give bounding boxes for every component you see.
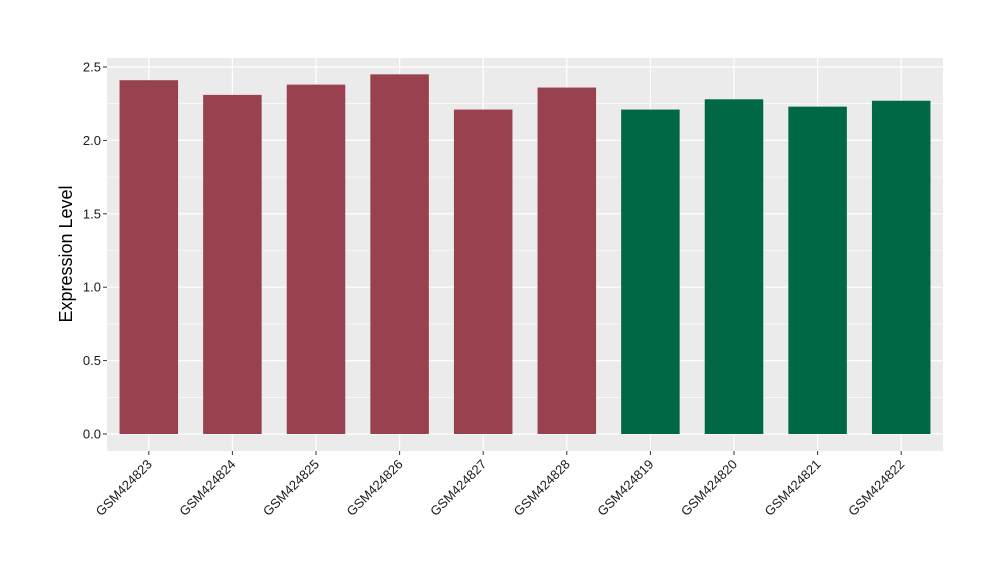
y-tick-label: 2.0	[83, 133, 101, 148]
bar-GSM424828	[537, 87, 597, 434]
bar-GSM424820	[704, 99, 764, 435]
y-tick-label: 0.5	[83, 353, 101, 368]
y-tick-label: 1.0	[83, 280, 101, 295]
x-tick-label: GSM424819	[594, 457, 656, 519]
bars	[119, 74, 931, 435]
y-tick-label: 0.0	[83, 427, 101, 442]
bar-GSM424827	[453, 109, 513, 435]
x-tick-label: GSM424825	[260, 457, 322, 519]
x-tick-label: GSM424826	[343, 457, 405, 519]
bar-GSM424824	[203, 94, 262, 434]
y-tick-label: 1.5	[83, 206, 101, 221]
bar-GSM424819	[621, 109, 680, 435]
bar-GSM424825	[286, 84, 346, 434]
bar-GSM424821	[788, 106, 847, 435]
y-axis: 0.0 0.5 1.0 1.5 2.0 2.5	[83, 60, 107, 442]
x-tick-label: GSM424827	[427, 457, 489, 519]
bar-GSM424822	[871, 100, 931, 434]
bar-GSM424826	[370, 74, 429, 434]
y-axis-title: Expression Level	[56, 185, 76, 322]
x-tick-label: GSM424820	[678, 457, 740, 519]
x-tick-label: GSM424823	[93, 457, 155, 519]
x-tick-label: GSM424822	[845, 457, 907, 519]
x-tick-label: GSM424824	[176, 457, 238, 519]
x-tick-label: GSM424821	[761, 457, 823, 519]
x-tick-label: GSM424828	[511, 457, 573, 519]
bar-GSM424823	[119, 80, 179, 434]
x-axis: GSM424823 GSM424824 GSM424825 GSM424826 GSM4…	[93, 451, 907, 519]
y-tick-label: 2.5	[83, 60, 101, 75]
